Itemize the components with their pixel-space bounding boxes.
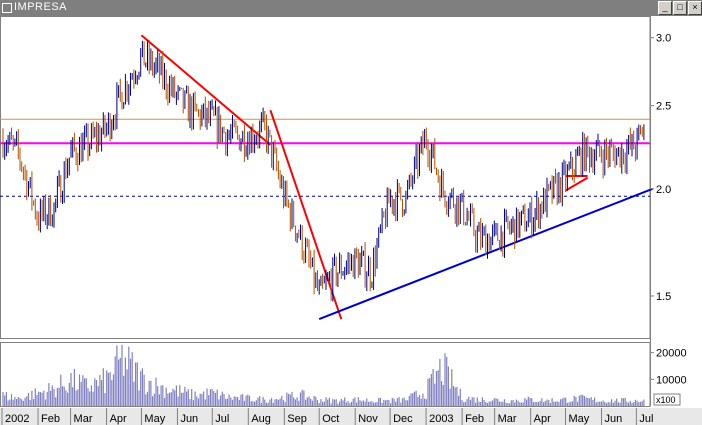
price-y-tick-label: 1.5 [656, 291, 671, 303]
trendline-6 [565, 176, 589, 192]
window-icon [2, 3, 12, 13]
x-tick-label: Dec [393, 413, 413, 425]
close-button[interactable]: × [688, 1, 702, 15]
x-tick-label: Oct [322, 413, 339, 425]
x-tick-label: Feb [465, 413, 484, 425]
price-y-tick-label: 3.0 [656, 33, 671, 45]
trendline-4 [269, 109, 343, 320]
volume-y-tick-label: 10000 [656, 374, 687, 386]
x-tick-label: Apr [110, 413, 127, 425]
x-tick-label: Nov [358, 413, 378, 425]
x-axis-band [0, 408, 702, 425]
x-tick-label: Jul [215, 413, 229, 425]
x-tick-label: Aug [251, 413, 271, 425]
x-tick-label: Feb [41, 413, 60, 425]
title-bar[interactable]: IMPRESA _ □ × [0, 0, 702, 16]
x-tick-label: Mar [74, 413, 93, 425]
price-y-tick-label: 2.5 [656, 101, 671, 113]
x-tick-label: Mar [498, 413, 517, 425]
x-tick-label: Jun [605, 413, 623, 425]
x-tick-label: 2003 [429, 413, 453, 425]
price-y-tick-label: 2.0 [656, 184, 671, 196]
x-tick-label: Jun [180, 413, 198, 425]
minimize-button[interactable]: _ [658, 1, 672, 15]
price-chart[interactable]: 1.5 2.0 2.5 3.0 10000 20000 x100 2002 Feb Mar Apr M… [0, 16, 702, 425]
x-tick-label: 2002 [5, 413, 29, 425]
volume-y-tick-label: 20000 [656, 348, 687, 360]
volume-unit-box [653, 393, 681, 406]
window-title: IMPRESA [14, 1, 68, 13]
maximize-button[interactable]: □ [673, 1, 687, 15]
x-tick-label: Jul [639, 413, 653, 425]
x-tick-label: May [569, 413, 590, 425]
volume-unit-label: x100 [656, 395, 676, 405]
price-bars-layer [2, 39, 645, 302]
x-tick-label: Apr [534, 413, 551, 425]
x-tick-label: May [144, 413, 165, 425]
x-tick-label: Sep [287, 413, 307, 425]
chart-frame [0, 16, 702, 425]
volume-bars-layer [2, 344, 645, 406]
axes-layer: 1.5 2.0 2.5 3.0 10000 20000 x100 2002 Feb Mar Apr M… [1, 33, 687, 425]
